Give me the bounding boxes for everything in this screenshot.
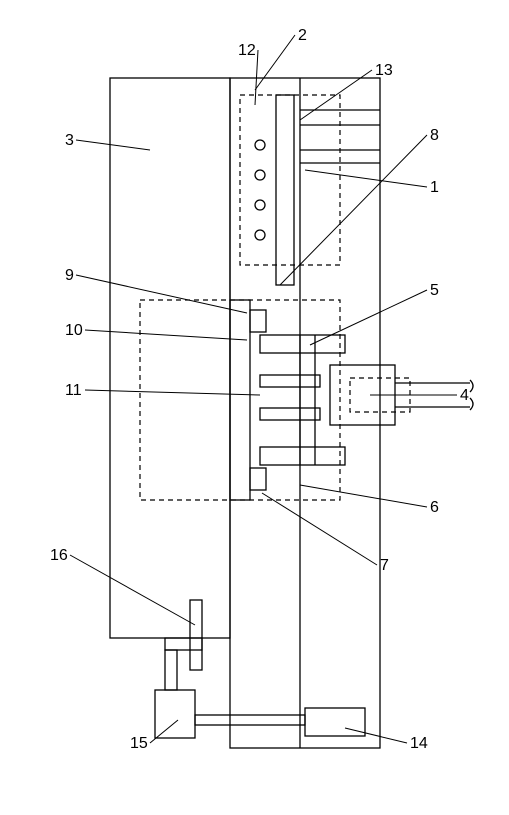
box-15 — [155, 690, 195, 738]
leader-8 — [280, 135, 427, 285]
mid-bar-2 — [260, 408, 320, 420]
crank-vertical-1 — [190, 600, 202, 670]
leader-7 — [262, 493, 377, 565]
callout-6: 6 — [430, 499, 439, 516]
callout-8: 8 — [430, 127, 439, 144]
crank-vertical-2 — [165, 650, 177, 690]
leader-1 — [305, 170, 427, 187]
tab-bottom — [250, 468, 266, 490]
link-horizontal — [195, 715, 305, 725]
hole-4 — [255, 230, 265, 240]
leader-15 — [150, 720, 178, 743]
leader-2 — [255, 35, 295, 90]
callout-4: 4 — [460, 387, 469, 404]
arm-bottom — [260, 447, 345, 465]
hole-2 — [255, 170, 265, 180]
callout-12: 12 — [238, 42, 256, 59]
callout-5: 5 — [430, 282, 439, 299]
callout-13: 13 — [375, 62, 393, 79]
leader-9 — [76, 275, 247, 313]
frame — [230, 78, 380, 748]
break-mark-top — [470, 380, 473, 392]
callout-9: 9 — [65, 267, 74, 284]
slab — [110, 78, 230, 638]
callout-3: 3 — [65, 132, 74, 149]
leader-10 — [85, 330, 247, 340]
center-left-column — [230, 300, 250, 500]
leader-6 — [300, 485, 427, 507]
callout-1: 1 — [430, 179, 439, 196]
box-14 — [305, 708, 365, 736]
hole-3 — [255, 200, 265, 210]
arm-top — [260, 335, 345, 353]
break-mark-bot — [470, 398, 473, 410]
callout-2: 2 — [298, 27, 307, 44]
mid-bar-1 — [260, 375, 320, 387]
center-block — [140, 300, 340, 500]
leader-3 — [76, 140, 150, 150]
leader-11 — [85, 390, 260, 395]
callout-15: 15 — [130, 735, 148, 752]
crank-horizontal — [165, 638, 202, 650]
hole-1 — [255, 140, 265, 150]
leader-16 — [70, 555, 195, 625]
callout-7: 7 — [380, 557, 389, 574]
callout-16: 16 — [50, 547, 68, 564]
callout-10: 10 — [65, 322, 83, 339]
leader-5 — [310, 290, 427, 345]
callout-11: 11 — [65, 382, 82, 399]
tab-top — [250, 310, 266, 332]
inner-column — [276, 95, 294, 285]
callout-14: 14 — [410, 735, 428, 752]
